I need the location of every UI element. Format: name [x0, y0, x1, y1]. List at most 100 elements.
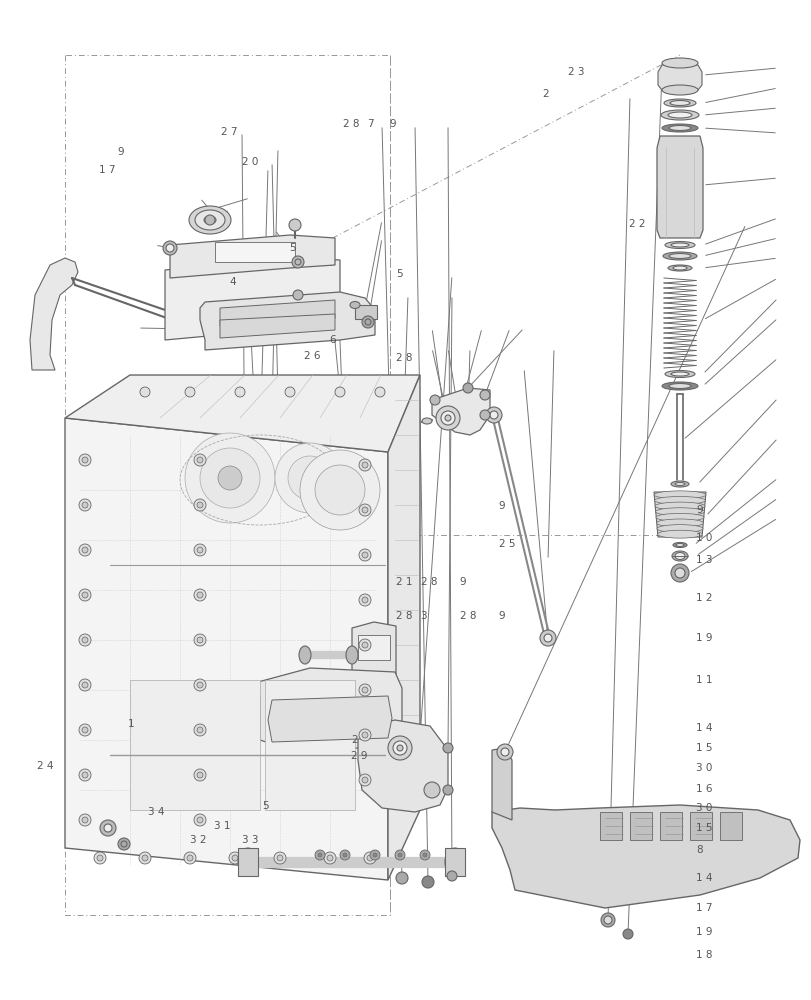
Circle shape: [362, 316, 374, 328]
Circle shape: [362, 507, 367, 513]
Polygon shape: [444, 848, 465, 876]
Ellipse shape: [422, 418, 431, 424]
Circle shape: [82, 637, 88, 643]
Circle shape: [197, 682, 203, 688]
Circle shape: [603, 916, 611, 924]
Circle shape: [288, 456, 332, 500]
Circle shape: [370, 850, 380, 860]
Circle shape: [358, 549, 371, 561]
Polygon shape: [491, 805, 799, 908]
Circle shape: [362, 642, 367, 648]
Polygon shape: [169, 235, 335, 278]
Circle shape: [358, 684, 371, 696]
Circle shape: [194, 724, 206, 736]
Ellipse shape: [195, 210, 225, 230]
Text: 1 8: 1 8: [695, 950, 711, 960]
Circle shape: [197, 547, 203, 553]
Circle shape: [94, 852, 106, 864]
Text: 7: 7: [367, 119, 373, 129]
Circle shape: [285, 387, 294, 397]
Text: 2 5: 2 5: [498, 539, 514, 549]
Circle shape: [539, 630, 556, 646]
Circle shape: [79, 499, 91, 511]
Circle shape: [324, 852, 336, 864]
Circle shape: [674, 568, 684, 578]
Circle shape: [292, 256, 303, 268]
Circle shape: [443, 743, 453, 753]
Circle shape: [142, 855, 148, 861]
Text: 3 1: 3 1: [213, 821, 230, 831]
Text: 3 4: 3 4: [148, 807, 164, 817]
Circle shape: [204, 215, 215, 225]
Text: 5: 5: [289, 243, 295, 253]
Text: 3: 3: [420, 611, 427, 621]
Text: 2 6: 2 6: [303, 351, 320, 361]
Ellipse shape: [657, 530, 702, 538]
Ellipse shape: [667, 112, 691, 118]
Circle shape: [423, 782, 440, 798]
Text: 1: 1: [128, 719, 135, 729]
Circle shape: [362, 732, 367, 738]
Ellipse shape: [654, 508, 704, 516]
Circle shape: [444, 415, 450, 421]
Text: 1 9: 1 9: [695, 633, 711, 643]
Text: 1 6: 1 6: [695, 784, 711, 794]
Circle shape: [79, 634, 91, 646]
Circle shape: [367, 855, 372, 861]
Circle shape: [423, 853, 427, 857]
Circle shape: [139, 387, 150, 397]
Circle shape: [197, 457, 203, 463]
Text: 2 8: 2 8: [396, 353, 412, 363]
Circle shape: [139, 852, 151, 864]
Circle shape: [372, 853, 376, 857]
Circle shape: [100, 820, 116, 836]
Circle shape: [446, 871, 457, 881]
Ellipse shape: [672, 551, 687, 561]
Circle shape: [194, 499, 206, 511]
Circle shape: [375, 387, 384, 397]
Ellipse shape: [654, 496, 705, 504]
Circle shape: [496, 744, 513, 760]
Text: 1 5: 1 5: [695, 823, 711, 833]
Circle shape: [82, 772, 88, 778]
Ellipse shape: [672, 542, 686, 548]
Circle shape: [194, 634, 206, 646]
Circle shape: [479, 410, 489, 420]
Polygon shape: [388, 375, 419, 880]
Polygon shape: [689, 812, 711, 840]
Circle shape: [194, 544, 206, 556]
Text: 2 8: 2 8: [459, 611, 475, 621]
Polygon shape: [165, 258, 340, 340]
Circle shape: [163, 241, 177, 255]
Circle shape: [82, 682, 88, 688]
Polygon shape: [200, 292, 375, 350]
Circle shape: [185, 433, 275, 523]
Polygon shape: [657, 65, 702, 90]
Circle shape: [194, 589, 206, 601]
Circle shape: [358, 774, 371, 786]
Circle shape: [275, 443, 345, 513]
Ellipse shape: [350, 302, 359, 308]
Circle shape: [79, 724, 91, 736]
Text: 9: 9: [695, 505, 702, 515]
Circle shape: [82, 592, 88, 598]
Text: 1 2: 1 2: [695, 593, 711, 603]
Text: 2 9: 2 9: [350, 751, 367, 761]
Circle shape: [79, 544, 91, 556]
Text: 1 3: 1 3: [695, 555, 711, 565]
Text: 9: 9: [498, 611, 504, 621]
Circle shape: [118, 838, 130, 850]
Circle shape: [362, 687, 367, 693]
Circle shape: [79, 769, 91, 781]
Ellipse shape: [670, 372, 689, 376]
Text: 1 4: 1 4: [695, 873, 711, 883]
Circle shape: [486, 407, 501, 423]
Circle shape: [430, 395, 440, 405]
Ellipse shape: [204, 216, 216, 224]
Text: 2 2: 2 2: [629, 219, 645, 229]
Polygon shape: [220, 314, 335, 338]
Circle shape: [362, 462, 367, 468]
Circle shape: [232, 855, 238, 861]
Text: 3 0: 3 0: [695, 763, 711, 773]
Circle shape: [194, 679, 206, 691]
